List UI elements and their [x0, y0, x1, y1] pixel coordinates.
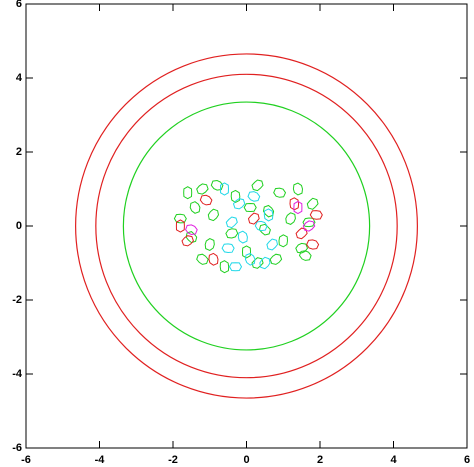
contour-blob [302, 217, 316, 228]
contour-blob [230, 189, 241, 203]
contour-blob [221, 243, 235, 254]
x-tick-label: 2 [317, 454, 323, 466]
contour-blob [175, 219, 185, 233]
contour-blob [244, 252, 256, 266]
contour-ring [122, 101, 371, 351]
x-tick-label: -4 [95, 454, 106, 466]
contour-blob [228, 262, 243, 272]
contour-blob [293, 200, 303, 215]
contour-blob [210, 179, 224, 191]
contour-blob [269, 253, 283, 265]
y-tick-label: 0 [16, 220, 22, 232]
y-tick-label: -6 [12, 442, 22, 454]
y-tick-label: 2 [16, 146, 22, 158]
contour-blob [185, 224, 198, 236]
y-tick-label: -4 [12, 368, 23, 380]
contour-blob [306, 197, 319, 210]
contour-blob [199, 194, 213, 206]
contour-blob [278, 234, 289, 248]
contour-blob [243, 202, 257, 213]
contour-blob [196, 183, 209, 195]
contour-blob [183, 186, 193, 200]
contour-blob [262, 204, 275, 218]
x-tick-label: 4 [390, 454, 397, 466]
contour-blob [196, 253, 209, 265]
contour-ring [95, 73, 398, 379]
x-tick-label: 6 [464, 454, 470, 466]
contour-blob [204, 238, 215, 251]
contour-blob [247, 191, 261, 202]
contour-blob [254, 220, 268, 232]
contour-blob [181, 235, 194, 247]
contour-blob [251, 257, 264, 269]
contour-blob [295, 242, 309, 254]
x-tick-label: -6 [21, 454, 31, 466]
contour-blob [225, 228, 239, 239]
contour-blob [298, 250, 312, 261]
contour-ring [75, 53, 418, 399]
contour-blob [189, 201, 201, 214]
contour-blob [219, 182, 230, 196]
contour-blob [289, 197, 300, 211]
contour-blob [266, 238, 279, 251]
contour-blob [302, 220, 316, 232]
y-tick-label: 4 [16, 72, 23, 84]
contour-blob [208, 252, 219, 266]
contour-blob [295, 227, 308, 240]
contour-blob [173, 213, 187, 224]
contour-blob [225, 216, 238, 229]
contour-blob [247, 212, 260, 225]
contour-blob [219, 260, 230, 274]
x-tick-label: 0 [243, 454, 249, 466]
x-tick-label: -2 [168, 454, 178, 466]
contour-blob [237, 230, 248, 244]
y-tick-label: -2 [12, 294, 22, 306]
contour-blob [285, 212, 296, 225]
contour-blob [241, 245, 252, 259]
contour-blob [232, 198, 246, 210]
contour-blob [306, 239, 320, 250]
contour-blob [292, 182, 304, 196]
contour-blob [309, 210, 323, 220]
plot-frame [25, 3, 468, 449]
contour-blob [251, 179, 264, 192]
contour-blob [263, 208, 274, 222]
contour-blob [259, 256, 271, 270]
contour-blob [207, 208, 220, 222]
contour-blob [273, 187, 287, 198]
y-tick-label: 6 [16, 0, 22, 10]
